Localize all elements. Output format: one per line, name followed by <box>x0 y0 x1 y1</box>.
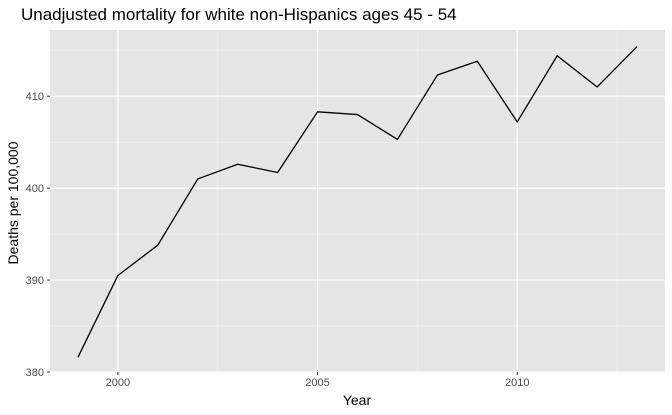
y-tick-label: 380 <box>26 367 44 379</box>
x-tick-label: 2005 <box>305 377 329 389</box>
minor-gridlines <box>50 30 665 372</box>
axes-layer: 2000 2005 2010 380 390 400 410 <box>26 91 530 389</box>
x-axis-title: Year <box>343 392 372 408</box>
y-axis-title: Deaths per 100,000 <box>5 141 21 264</box>
y-tick-label: 390 <box>26 275 44 287</box>
series-line <box>77 46 638 358</box>
x-tick-label: 2010 <box>505 377 529 389</box>
series-layer <box>77 46 638 358</box>
chart-title: Unadjusted mortality for white non-Hispa… <box>21 5 457 24</box>
y-tick-label: 400 <box>26 183 44 195</box>
major-gridlines <box>50 30 665 373</box>
plot-panel <box>50 30 665 372</box>
x-tick-label: 2000 <box>106 377 130 389</box>
y-tick-label: 410 <box>26 91 44 103</box>
